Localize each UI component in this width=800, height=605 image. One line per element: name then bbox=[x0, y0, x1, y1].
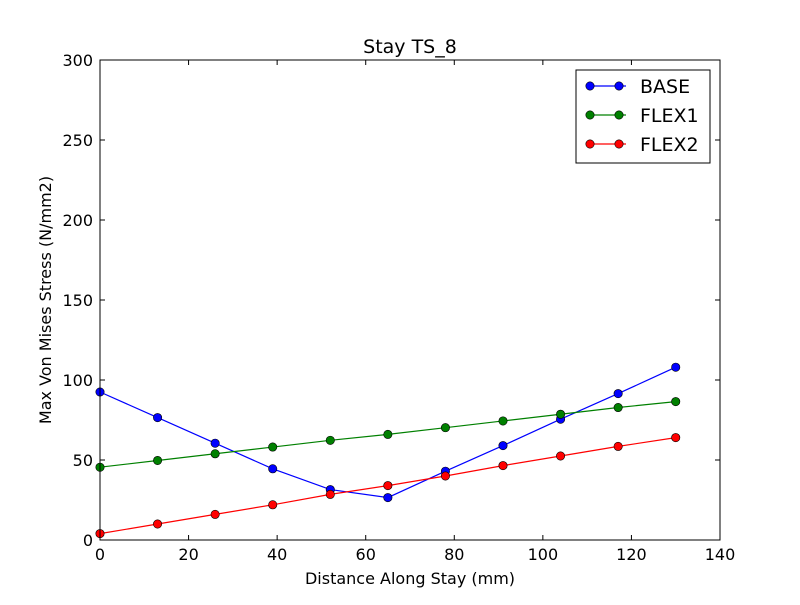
data-point-flex2 bbox=[498, 461, 508, 471]
y-tick-label: 250 bbox=[62, 131, 93, 150]
y-tick-label: 100 bbox=[62, 371, 93, 390]
legend: BASE FLEX1 FLEX2 bbox=[575, 69, 711, 164]
data-point-flex2 bbox=[671, 433, 681, 443]
data-point-base bbox=[210, 438, 220, 448]
series-flex2 bbox=[95, 433, 681, 539]
data-point-flex2 bbox=[440, 471, 450, 481]
data-point-flex1 bbox=[613, 403, 623, 413]
data-point-flex2 bbox=[383, 481, 393, 491]
legend-item-flex2: FLEX2 bbox=[585, 134, 699, 156]
y-tick-label: 150 bbox=[62, 291, 93, 310]
data-point-flex2 bbox=[153, 519, 163, 529]
legend-label-base: BASE bbox=[640, 76, 690, 98]
x-tick-label: 20 bbox=[178, 545, 198, 564]
data-point-flex2 bbox=[325, 489, 335, 499]
legend-marker-base bbox=[614, 81, 624, 91]
x-tick-label: 40 bbox=[267, 545, 287, 564]
legend-item-flex1: FLEX1 bbox=[585, 105, 699, 127]
data-point-base bbox=[153, 413, 163, 423]
legend-marker-base bbox=[585, 81, 595, 91]
data-point-flex1 bbox=[383, 429, 393, 439]
x-tick-label: 120 bbox=[616, 545, 647, 564]
data-point-flex1 bbox=[210, 449, 220, 459]
x-tick-label: 80 bbox=[444, 545, 464, 564]
legend-label-flex1: FLEX1 bbox=[640, 105, 699, 127]
y-tick-label: 50 bbox=[73, 451, 93, 470]
data-point-flex2 bbox=[210, 509, 220, 519]
data-point-base bbox=[613, 389, 623, 399]
x-tick-label: 140 bbox=[705, 545, 736, 564]
data-point-flex1 bbox=[325, 435, 335, 445]
data-point-flex1 bbox=[556, 409, 566, 419]
y-axis-label: Max Von Mises Stress (N/mm2) bbox=[36, 176, 55, 424]
series-base bbox=[95, 362, 681, 503]
legend-marker-flex1 bbox=[614, 110, 624, 120]
series-flex1 bbox=[95, 397, 681, 472]
x-tick-label: 0 bbox=[95, 545, 105, 564]
legend-item-base: BASE bbox=[585, 76, 690, 98]
data-point-base bbox=[498, 441, 508, 451]
x-axis-label: Distance Along Stay (mm) bbox=[305, 569, 515, 588]
series-layer bbox=[95, 362, 681, 539]
legend-marker-flex2 bbox=[614, 139, 624, 149]
y-tick-label: 200 bbox=[62, 211, 93, 230]
legend-marker-flex1 bbox=[585, 110, 595, 120]
data-point-flex1 bbox=[671, 397, 681, 407]
data-point-flex2 bbox=[613, 441, 623, 451]
data-point-flex2 bbox=[556, 451, 566, 461]
x-tick-label: 60 bbox=[356, 545, 376, 564]
data-point-flex2 bbox=[268, 500, 278, 510]
data-point-base bbox=[671, 362, 681, 372]
data-point-flex1 bbox=[268, 442, 278, 452]
data-point-flex1 bbox=[498, 416, 508, 426]
y-tick-label: 300 bbox=[62, 51, 93, 70]
x-tick-label: 100 bbox=[528, 545, 559, 564]
axis-ticks: 0 20 40 60 80 100 120 140 0 50 100 150 200 250 300 bbox=[62, 51, 735, 564]
data-point-flex1 bbox=[440, 423, 450, 433]
data-point-flex1 bbox=[153, 455, 163, 465]
data-point-base bbox=[383, 493, 393, 503]
chart-title: Stay TS_8 bbox=[363, 36, 457, 58]
legend-label-flex2: FLEX2 bbox=[640, 134, 699, 156]
legend-marker-flex2 bbox=[585, 139, 595, 149]
y-tick-label: 0 bbox=[83, 531, 93, 550]
data-point-base bbox=[268, 464, 278, 474]
